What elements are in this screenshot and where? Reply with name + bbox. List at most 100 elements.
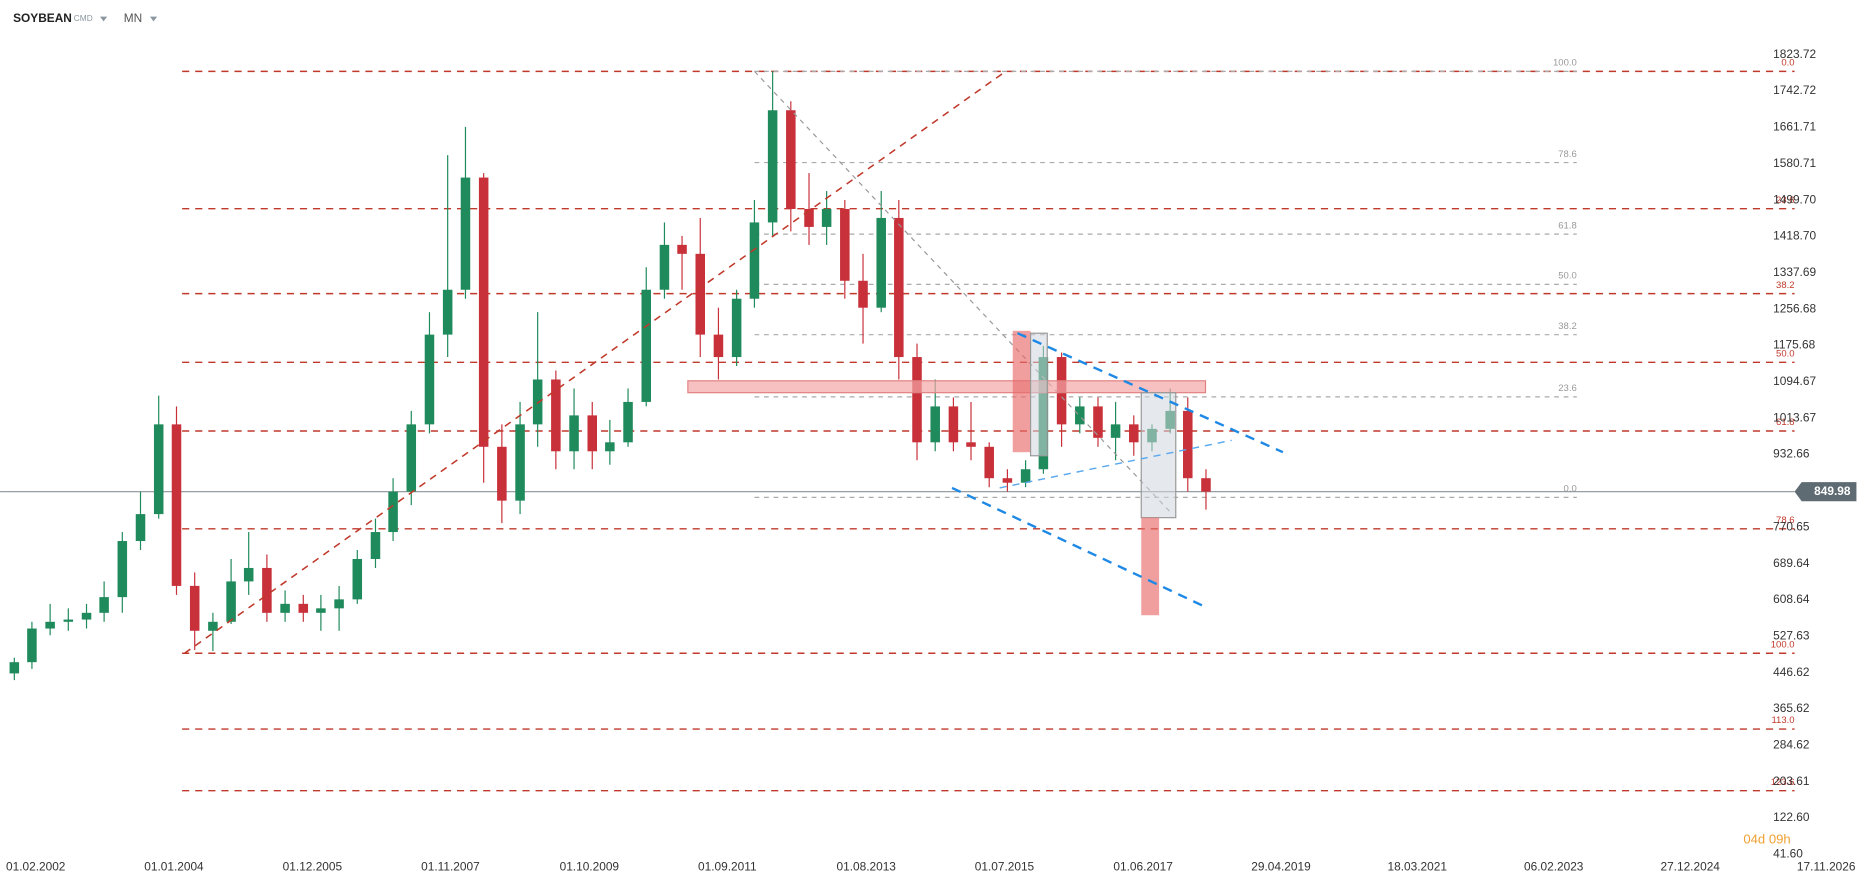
zone xyxy=(1012,330,1031,453)
candle-body xyxy=(352,558,363,600)
candle-body xyxy=(695,253,706,335)
candle-body xyxy=(153,424,164,515)
candle-body xyxy=(1002,478,1013,483)
x-tick-label: 01.12.2005 xyxy=(283,860,343,874)
fib-label: 23.6 xyxy=(1776,195,1795,206)
current-price-label: 849.98 xyxy=(1814,484,1851,498)
current-price-tag xyxy=(1794,482,1857,502)
candle-body xyxy=(9,662,20,674)
fib-label: 78.6 xyxy=(1558,149,1577,160)
fib-label: 61.8 xyxy=(1558,220,1577,231)
candle-body xyxy=(135,514,146,542)
channel-line xyxy=(951,486,1209,610)
candle-body xyxy=(767,110,778,223)
candle-body xyxy=(81,612,92,620)
zone xyxy=(1141,517,1160,616)
candle-body xyxy=(731,298,742,358)
y-tick-label: 527.63 xyxy=(1773,628,1810,642)
fib-label: 61.8 xyxy=(1776,417,1795,428)
y-tick-label: 1013.67 xyxy=(1773,410,1816,424)
candle-body xyxy=(966,442,976,447)
fib-label: 0.0 xyxy=(1564,484,1577,495)
candle-body xyxy=(749,222,760,299)
candle-body xyxy=(605,442,615,452)
candle-body xyxy=(912,357,922,443)
y-tick-label: 932.66 xyxy=(1773,447,1810,461)
symbol[interactable]: SOYBEAN xyxy=(13,11,72,25)
candle-body xyxy=(388,491,398,533)
candle-body xyxy=(298,603,309,613)
y-tick-label: 41.60 xyxy=(1773,847,1803,861)
candle-body xyxy=(641,289,652,402)
candle-body xyxy=(460,177,471,290)
y-tick-label: 203.61 xyxy=(1773,774,1810,788)
candle-body xyxy=(370,532,381,559)
fib-label: 100.0 xyxy=(1553,58,1577,69)
instrument-type[interactable]: CMD xyxy=(74,13,93,23)
candle-body xyxy=(840,208,850,281)
dropdown-caret[interactable] xyxy=(149,16,158,22)
candle-body xyxy=(316,608,326,613)
x-tick-label: 01.07.2015 xyxy=(975,860,1035,874)
triangle-line xyxy=(999,439,1232,489)
countdown: 04d 09h xyxy=(1743,832,1790,847)
y-tick-label: 446.62 xyxy=(1773,665,1809,679)
y-tick-label: 1580.71 xyxy=(1773,156,1816,170)
candle-body xyxy=(1129,424,1139,443)
y-tick-label: 689.64 xyxy=(1773,556,1810,570)
candle-body xyxy=(208,621,218,631)
candle-body xyxy=(45,621,55,629)
fib-label: 0.0 xyxy=(1781,58,1794,69)
y-tick-label: 1094.67 xyxy=(1773,374,1816,388)
candle-body xyxy=(894,217,904,358)
y-tick-label: 1418.70 xyxy=(1773,229,1816,243)
zone xyxy=(687,380,1207,394)
candle-body xyxy=(532,379,543,425)
candle-body xyxy=(1183,410,1193,479)
annotations xyxy=(184,70,1284,654)
y-tick-label: 365.62 xyxy=(1773,701,1809,715)
fib-label: 23.6 xyxy=(1558,383,1577,394)
candle-body xyxy=(243,567,254,582)
y-tick-label: 608.64 xyxy=(1773,592,1810,606)
candle-body xyxy=(804,208,814,227)
trend-line xyxy=(754,70,1173,515)
fib-label: 38.2 xyxy=(1776,280,1795,291)
candle-body xyxy=(99,597,109,613)
x-tick-label: 06.02.2023 xyxy=(1524,860,1584,874)
candle-body xyxy=(515,424,525,501)
plot: 0.0 23.6 38.2 50.0 61.8 78.6 100.0 113.0 123.6 10… xyxy=(0,47,1857,874)
fib-label: 123.6 xyxy=(1771,777,1795,788)
candle-body xyxy=(659,244,670,290)
x-tick-label: 01.09.2011 xyxy=(698,860,757,874)
dropdown-caret[interactable] xyxy=(100,16,108,22)
y-tick-label: 1337.69 xyxy=(1773,265,1816,279)
fib-label: 50.0 xyxy=(1776,349,1795,360)
candle-body xyxy=(569,415,579,452)
trend-line xyxy=(184,70,1007,654)
y-tick-label: 770.65 xyxy=(1773,519,1810,533)
x-tick-label: 17.11.2026 xyxy=(1797,860,1856,874)
fib-label: 38.2 xyxy=(1558,321,1577,332)
y-tick-label: 1256.68 xyxy=(1773,301,1816,315)
x-tick-label: 01.06.2017 xyxy=(1113,860,1172,874)
x-tick-label: 01.08.2013 xyxy=(836,860,896,874)
candle-body xyxy=(334,599,344,609)
candle-body xyxy=(930,406,940,443)
y-tick-label: 1661.71 xyxy=(1773,120,1816,134)
candle-body xyxy=(1020,469,1031,483)
fib-label: 78.6 xyxy=(1776,515,1795,526)
interval[interactable]: MN xyxy=(124,11,142,25)
candle-body xyxy=(424,334,435,425)
candle-body xyxy=(677,244,687,254)
x-tick-label: 01.10.2009 xyxy=(560,860,620,874)
candle-body xyxy=(262,567,272,613)
candle-body xyxy=(984,446,994,479)
candle-body xyxy=(948,406,959,443)
candle-body xyxy=(63,619,74,622)
candle-body xyxy=(623,401,633,443)
y-tick-label: 1499.70 xyxy=(1773,192,1816,206)
candle-body xyxy=(551,379,561,452)
candle-body xyxy=(406,424,417,492)
